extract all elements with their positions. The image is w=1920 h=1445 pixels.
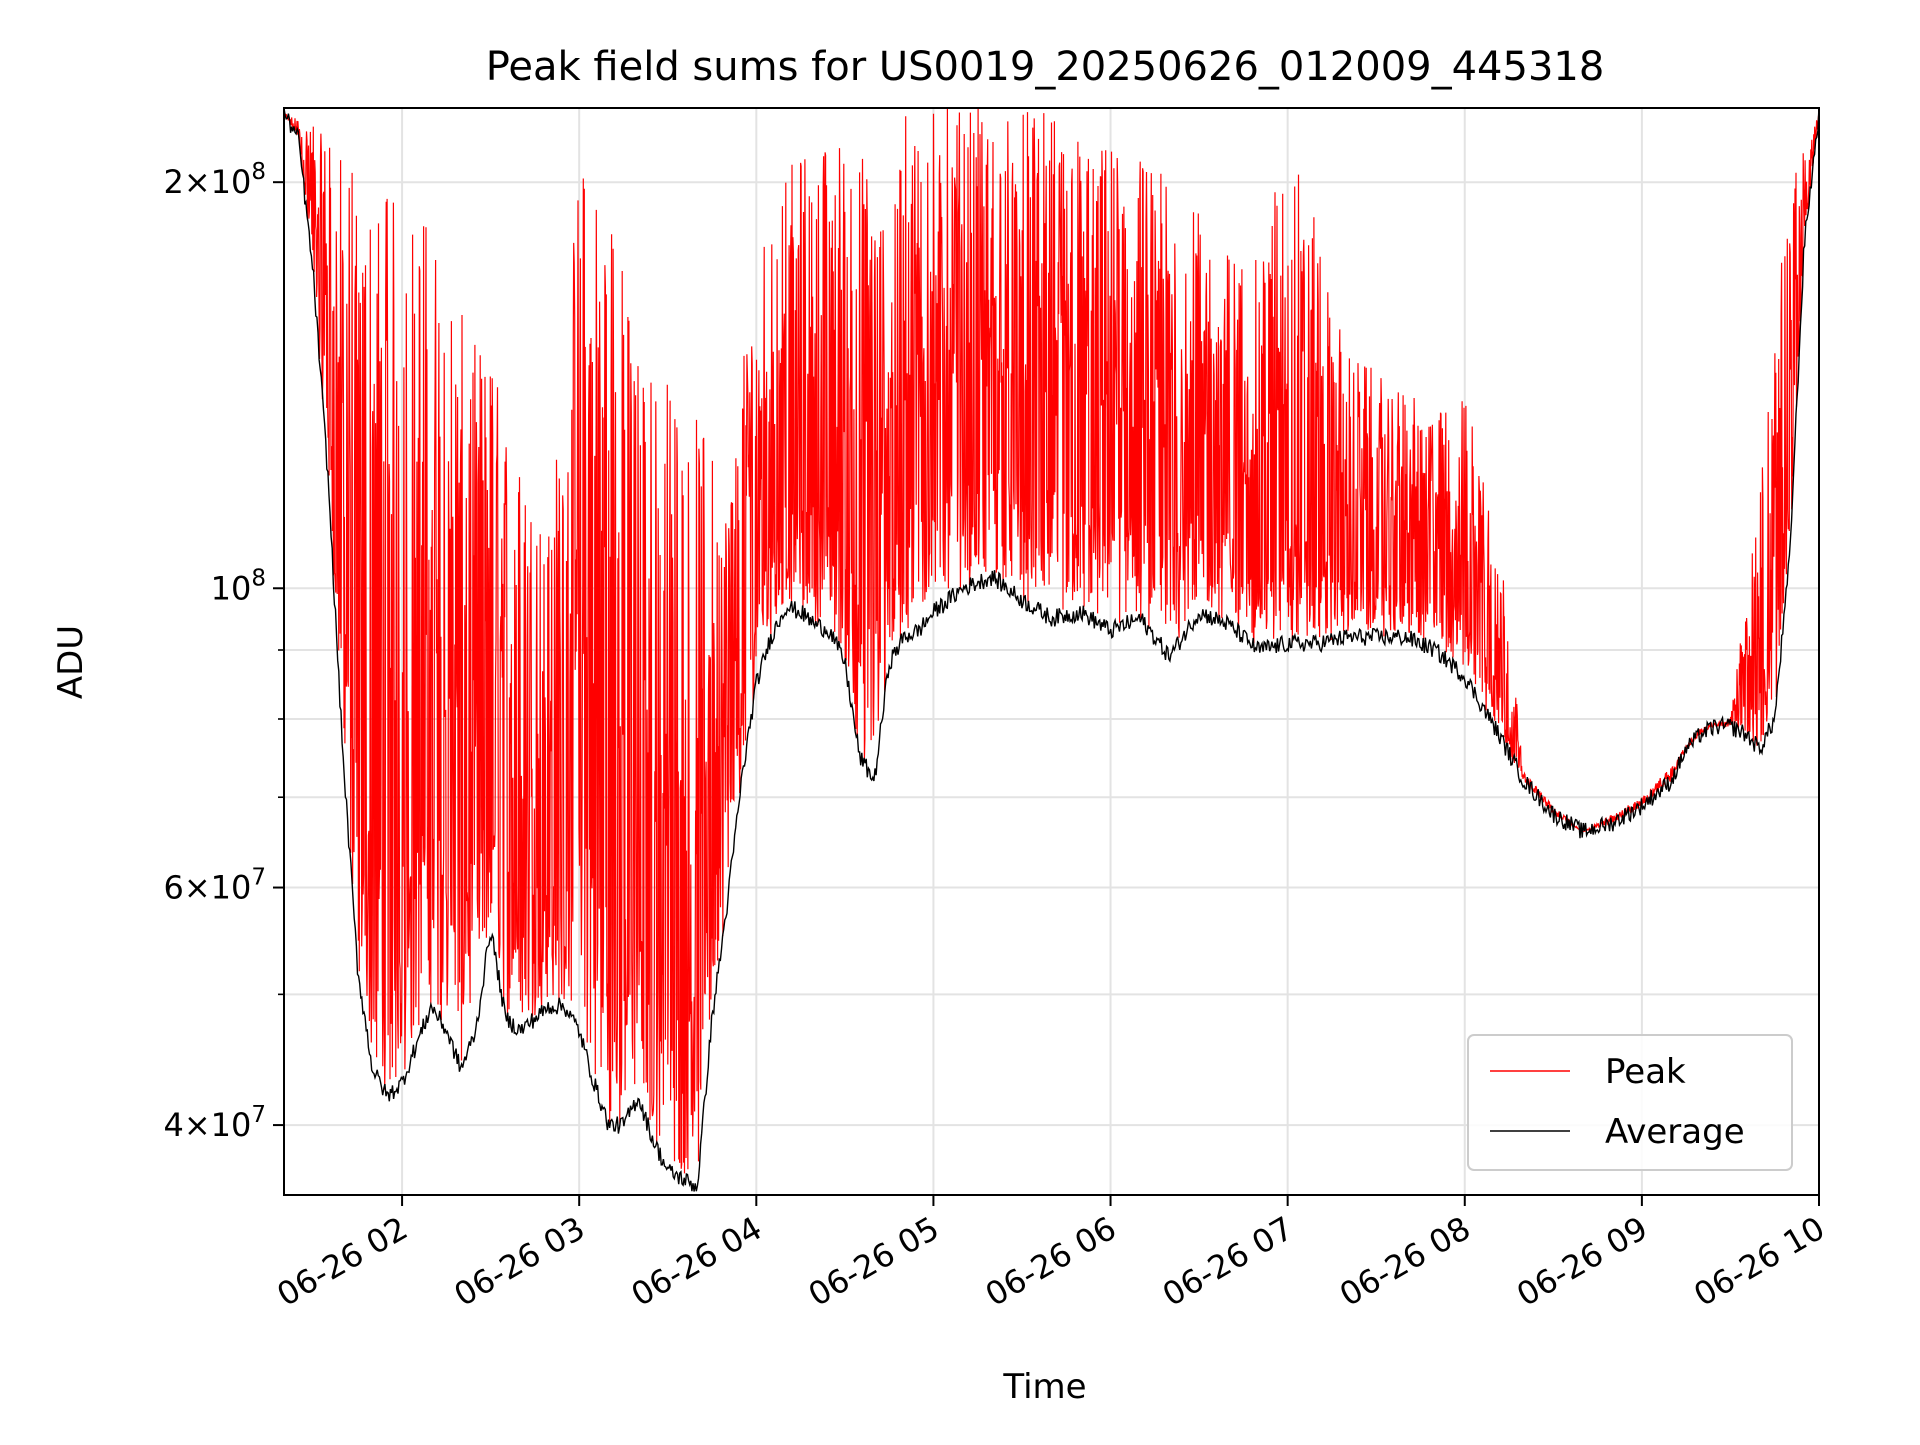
y-tick-label-exponent: 8	[251, 565, 266, 591]
average-series-line	[284, 108, 1819, 1192]
legend: Peak Average	[1467, 1034, 1793, 1171]
legend-box	[1467, 1034, 1793, 1171]
y-tick-label-base: 10	[211, 569, 252, 607]
legend-peak-label: Peak	[1605, 1052, 1686, 1092]
x-tick-label: 06-26 07	[1156, 1209, 1300, 1314]
y-tick-label-exponent: 8	[251, 159, 266, 185]
x-axis-label: Time	[1002, 1367, 1086, 1407]
x-tick-label: 06-26 04	[625, 1209, 769, 1314]
x-tick-label: 06-26 09	[1510, 1209, 1654, 1314]
x-tick-label: 06-26 03	[448, 1209, 592, 1314]
y-tick-label: 108	[211, 565, 266, 607]
y-tick-label-base: 6×10	[163, 869, 251, 907]
peak-series-line	[284, 108, 1819, 1174]
x-tick-label: 06-26 10	[1687, 1209, 1831, 1314]
y-tick-label-base: 2×10	[163, 163, 251, 201]
y-tick-label-exponent: 7	[251, 865, 266, 891]
x-tick-label: 06-26 02	[270, 1209, 414, 1314]
legend-average-label: Average	[1605, 1112, 1745, 1152]
y-tick-label-base: 4×10	[163, 1106, 251, 1144]
x-tick-label: 06-26 08	[1333, 1209, 1477, 1314]
x-tick-label: 06-26 06	[979, 1209, 1123, 1314]
series-layer	[284, 108, 1819, 1192]
y-tick-label: 4×107	[163, 1102, 266, 1144]
chart-title: Peak field sums for US0019_20250626_0120…	[486, 44, 1605, 90]
x-tick-label: 06-26 05	[802, 1209, 946, 1314]
y-tick-label-exponent: 7	[251, 1102, 266, 1128]
plot-frame	[283, 107, 1820, 1196]
y-axis-label: ADU	[51, 625, 91, 699]
y-tick-label: 2×108	[163, 159, 266, 201]
y-tick-label: 6×107	[163, 865, 266, 907]
